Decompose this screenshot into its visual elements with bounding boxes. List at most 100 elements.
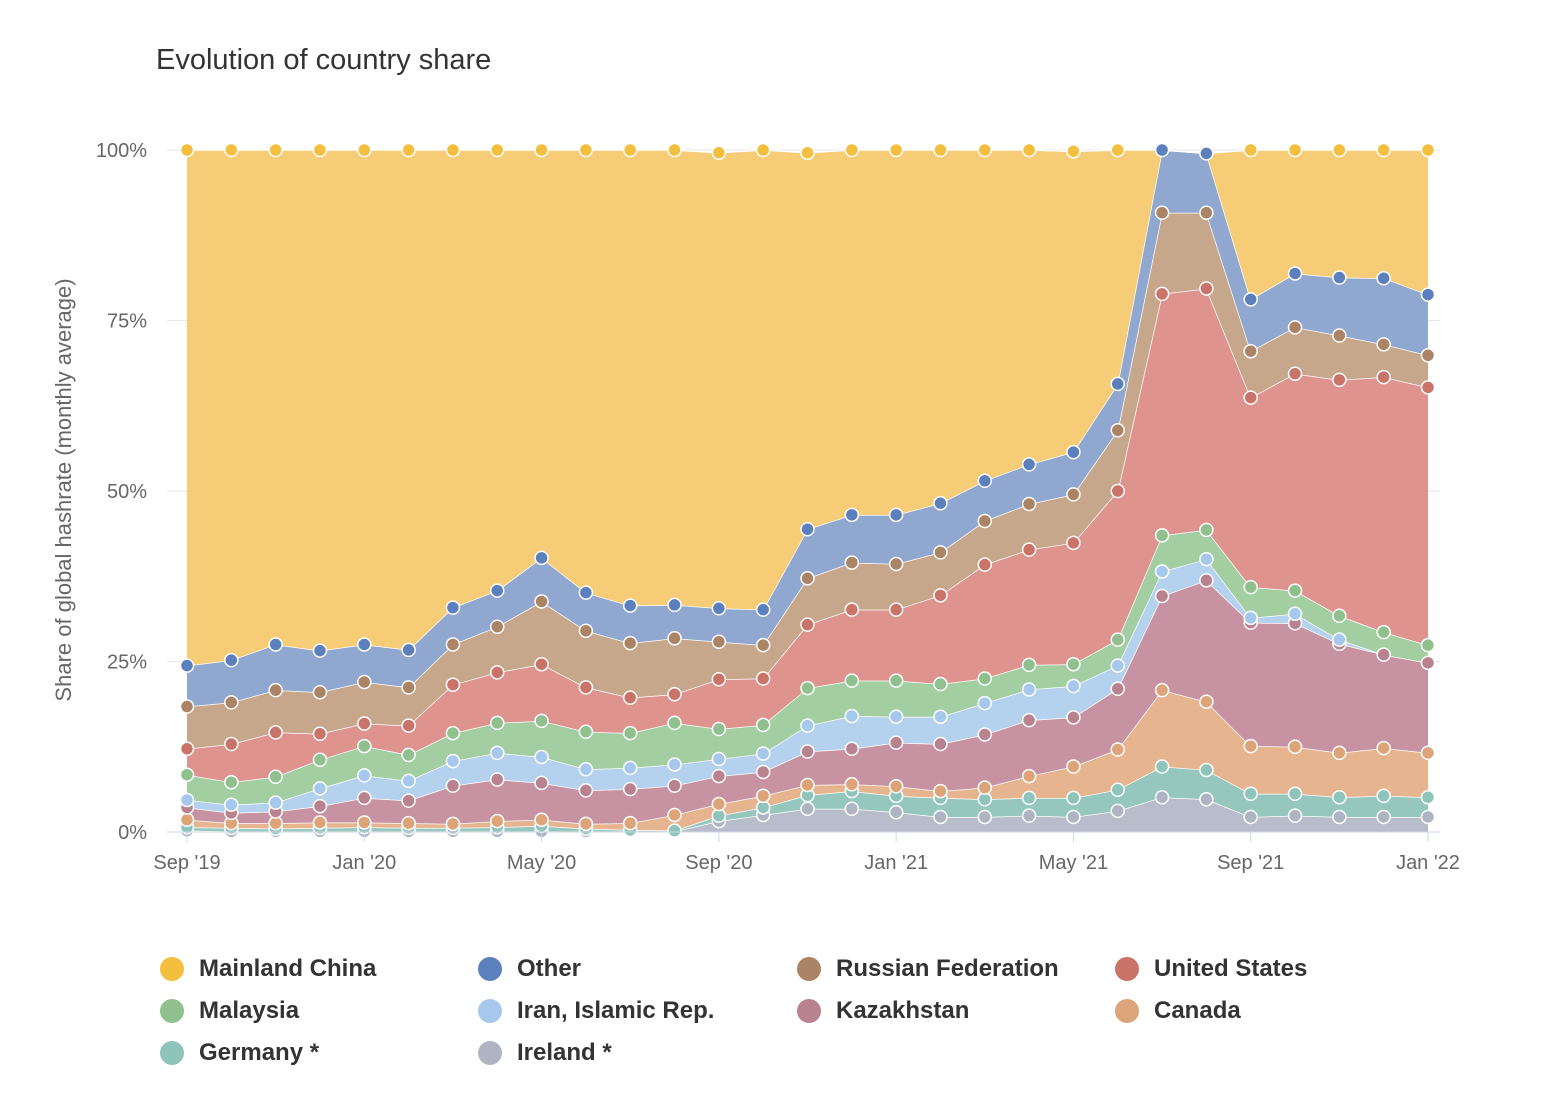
point-malaysia[interactable] xyxy=(1154,528,1170,543)
point-malaysia[interactable] xyxy=(401,747,416,763)
point-united-states[interactable] xyxy=(667,686,682,702)
point-malaysia[interactable] xyxy=(445,725,461,741)
point-united-states[interactable] xyxy=(933,588,948,603)
point-other[interactable] xyxy=(578,585,594,600)
point-malaysia[interactable] xyxy=(1376,624,1391,640)
point-mainland-china[interactable] xyxy=(312,142,328,158)
point-kazakhstan[interactable] xyxy=(933,736,948,752)
point-mainland-china[interactable] xyxy=(1021,142,1037,158)
point-iran-islamic-rep[interactable] xyxy=(1243,610,1258,626)
point-canada[interactable] xyxy=(1243,738,1258,754)
point-united-states[interactable] xyxy=(1154,286,1170,302)
point-malaysia[interactable] xyxy=(312,752,328,767)
legend-item[interactable]: United States xyxy=(1115,955,1307,983)
point-other[interactable] xyxy=(1154,142,1170,158)
point-russian-federation[interactable] xyxy=(401,680,416,695)
point-malaysia[interactable] xyxy=(1332,608,1347,624)
point-other[interactable] xyxy=(490,583,505,598)
point-iran-islamic-rep[interactable] xyxy=(312,781,328,796)
point-united-states[interactable] xyxy=(1021,542,1037,557)
point-united-states[interactable] xyxy=(622,690,638,705)
point-united-states[interactable] xyxy=(800,617,815,632)
point-kazakhstan[interactable] xyxy=(578,783,594,798)
point-united-states[interactable] xyxy=(977,557,993,572)
point-united-states[interactable] xyxy=(224,736,239,752)
point-canada[interactable] xyxy=(1021,768,1037,784)
point-iran-islamic-rep[interactable] xyxy=(179,792,195,808)
point-malaysia[interactable] xyxy=(888,673,904,688)
point-other[interactable] xyxy=(667,597,682,613)
point-iran-islamic-rep[interactable] xyxy=(1110,658,1125,673)
point-mainland-china[interactable] xyxy=(933,142,948,158)
point-other[interactable] xyxy=(224,652,239,668)
point-russian-federation[interactable] xyxy=(711,634,727,649)
point-malaysia[interactable] xyxy=(224,774,239,790)
point-canada[interactable] xyxy=(578,816,594,832)
point-canada[interactable] xyxy=(711,796,727,812)
point-canada[interactable] xyxy=(490,813,505,829)
point-russian-federation[interactable] xyxy=(1066,487,1081,502)
point-malaysia[interactable] xyxy=(755,717,771,733)
point-russian-federation[interactable] xyxy=(800,571,815,586)
point-mainland-china[interactable] xyxy=(800,145,815,160)
point-iran-islamic-rep[interactable] xyxy=(534,749,549,765)
point-malaysia[interactable] xyxy=(1420,637,1436,653)
point-malaysia[interactable] xyxy=(711,721,727,737)
point-mainland-china[interactable] xyxy=(1243,142,1258,158)
point-malaysia[interactable] xyxy=(534,713,549,729)
point-other[interactable] xyxy=(933,496,948,511)
point-canada[interactable] xyxy=(844,777,860,792)
point-malaysia[interactable] xyxy=(1243,579,1258,595)
point-kazakhstan[interactable] xyxy=(667,778,682,793)
point-other[interactable] xyxy=(755,602,771,617)
point-malaysia[interactable] xyxy=(268,769,283,785)
point-kazakhstan[interactable] xyxy=(490,772,505,787)
point-russian-federation[interactable] xyxy=(1243,343,1258,359)
point-mainland-china[interactable] xyxy=(1287,142,1303,158)
point-malaysia[interactable] xyxy=(800,680,815,696)
point-malaysia[interactable] xyxy=(977,671,993,686)
point-iran-islamic-rep[interactable] xyxy=(711,751,727,767)
point-russian-federation[interactable] xyxy=(312,684,328,700)
legend-item[interactable]: Iran, Islamic Rep. xyxy=(478,997,714,1025)
point-kazakhstan[interactable] xyxy=(622,781,638,797)
point-iran-islamic-rep[interactable] xyxy=(578,762,594,777)
point-mainland-china[interactable] xyxy=(179,142,195,158)
legend-item[interactable]: Kazakhstan xyxy=(797,997,969,1025)
point-malaysia[interactable] xyxy=(667,715,682,731)
point-malaysia[interactable] xyxy=(1110,632,1125,647)
point-other[interactable] xyxy=(1420,287,1436,302)
point-other[interactable] xyxy=(445,600,461,615)
point-iran-islamic-rep[interactable] xyxy=(844,708,860,724)
point-canada[interactable] xyxy=(1287,739,1303,754)
point-united-states[interactable] xyxy=(401,718,416,733)
point-iran-islamic-rep[interactable] xyxy=(1154,564,1170,579)
point-united-states[interactable] xyxy=(844,602,860,617)
point-other[interactable] xyxy=(622,598,638,613)
point-russian-federation[interactable] xyxy=(1376,337,1391,352)
point-germany[interactable] xyxy=(1066,790,1081,806)
point-other[interactable] xyxy=(534,550,549,566)
point-russian-federation[interactable] xyxy=(268,682,283,698)
point-ireland[interactable] xyxy=(1332,809,1347,825)
point-ireland[interactable] xyxy=(977,809,993,825)
point-canada[interactable] xyxy=(977,780,993,795)
point-other[interactable] xyxy=(179,658,195,673)
point-other[interactable] xyxy=(312,643,328,658)
point-mainland-china[interactable] xyxy=(401,142,416,158)
point-mainland-china[interactable] xyxy=(888,142,904,158)
point-other[interactable] xyxy=(268,637,283,652)
point-canada[interactable] xyxy=(755,788,771,804)
point-kazakhstan[interactable] xyxy=(1110,681,1125,697)
point-canada[interactable] xyxy=(401,815,416,831)
point-malaysia[interactable] xyxy=(578,724,594,739)
point-other[interactable] xyxy=(1287,266,1303,281)
point-canada[interactable] xyxy=(888,779,904,794)
point-ireland[interactable] xyxy=(800,801,815,817)
point-germany[interactable] xyxy=(667,823,682,838)
point-other[interactable] xyxy=(800,521,815,537)
point-germany[interactable] xyxy=(1021,790,1037,806)
point-canada[interactable] xyxy=(1066,759,1081,774)
point-ireland[interactable] xyxy=(1376,809,1391,825)
point-ireland[interactable] xyxy=(1021,808,1037,823)
